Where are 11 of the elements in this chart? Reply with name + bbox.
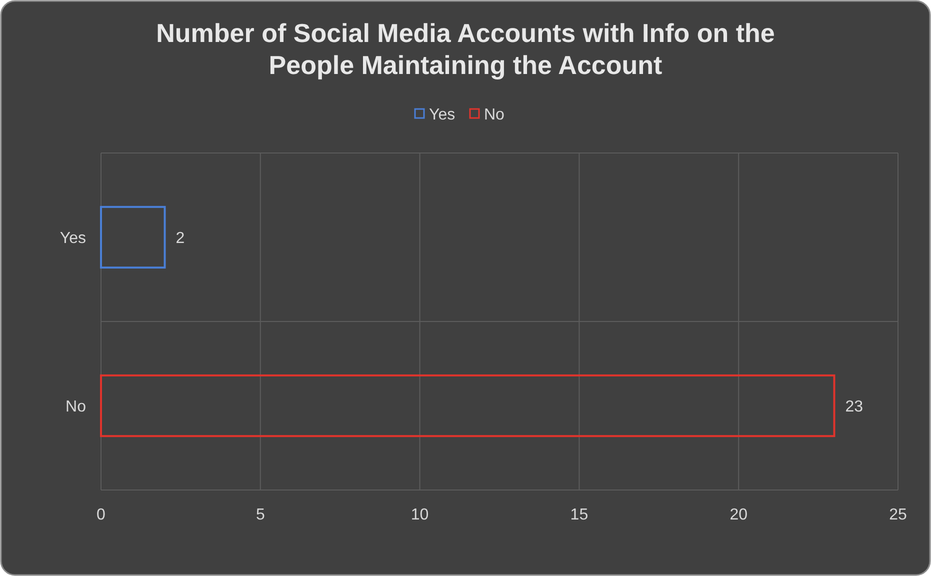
data-label: 2 [176, 230, 185, 247]
x-tick-label: 5 [256, 506, 265, 524]
x-tick-label: 15 [570, 506, 588, 524]
data-label: 23 [845, 398, 864, 416]
legend-label: Yes [429, 106, 456, 124]
x-tick-label: 0 [96, 506, 106, 524]
chart-title: Number of Social Media Accounts with Info on the People Maintaining the Account [156, 18, 775, 80]
x-tick-label: 20 [730, 506, 748, 524]
legend-label: No [484, 106, 505, 124]
x-tick-label: 10 [410, 506, 429, 524]
x-tick-label: 25 [889, 506, 907, 524]
